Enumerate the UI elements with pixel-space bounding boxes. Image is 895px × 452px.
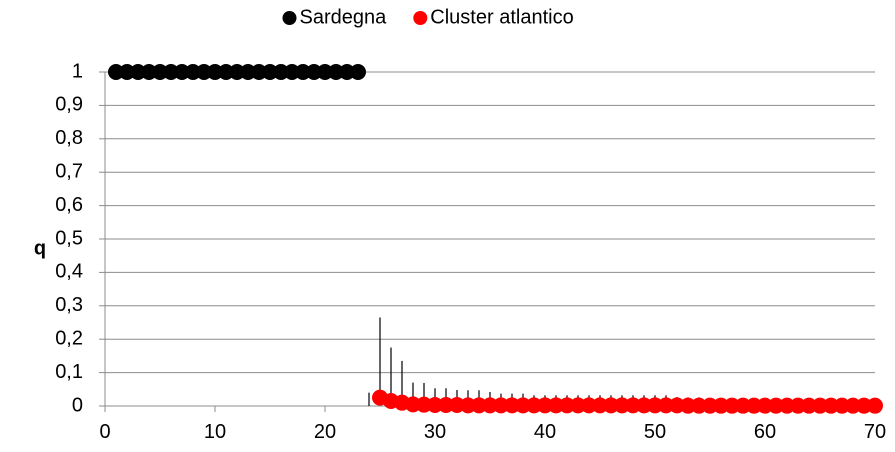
point-cluster-atlantico [581,397,597,414]
legend-label: Sardegna [300,6,388,28]
point-cluster-atlantico [504,397,520,414]
point-cluster-atlantico [427,396,443,413]
point-cluster-atlantico [790,397,806,414]
y-tick-label: 0,9 [55,94,83,116]
point-cluster-atlantico [724,397,740,414]
point-cluster-atlantico [592,397,608,414]
y-tick-label: 0,8 [55,127,83,149]
point-sardegna [174,64,190,80]
x-tick-label: 50 [644,421,666,443]
x-tick-label: 30 [424,421,446,443]
legend: Sardegna Cluster atlantico [282,6,574,28]
point-sardegna [119,64,135,80]
point-sardegna [196,64,212,80]
point-cluster-atlantico [647,397,663,414]
x-tick-label: 40 [534,421,556,443]
point-cluster-atlantico [834,397,850,414]
x-tick-label: 0 [99,421,110,443]
point-sardegna [163,64,179,80]
point-cluster-atlantico [845,397,861,414]
point-cluster-atlantico [691,397,707,414]
point-cluster-atlantico [801,397,817,414]
data-points [108,64,883,414]
y-tick-label: 0,1 [55,361,83,383]
point-cluster-atlantico [713,397,729,414]
y-tick-label: 0,4 [55,261,83,283]
point-cluster-atlantico [603,397,619,414]
point-cluster-atlantico [680,397,696,414]
point-cluster-atlantico [823,397,839,414]
point-sardegna [317,64,333,80]
x-tick-label: 70 [864,421,886,443]
y-axis-label: q [34,237,46,259]
point-sardegna [328,64,344,80]
point-cluster-atlantico [768,397,784,414]
point-sardegna [218,64,234,80]
point-cluster-atlantico [779,397,795,414]
point-sardegna [185,64,201,80]
point-cluster-atlantico [471,397,487,414]
point-cluster-atlantico [636,397,652,414]
legend-marker [413,11,428,25]
legend-label: Cluster atlantico [430,6,573,28]
point-cluster-atlantico [548,397,564,414]
point-sardegna [130,64,146,80]
point-cluster-atlantico [867,397,883,414]
point-cluster-atlantico [570,397,586,414]
point-cluster-atlantico [746,397,762,414]
point-sardegna [141,64,157,80]
point-sardegna [350,64,366,80]
point-cluster-atlantico [702,397,718,414]
y-tick-label: 1 [72,60,83,82]
point-sardegna [273,64,289,80]
axes [99,71,876,412]
point-cluster-atlantico [537,397,553,414]
point-cluster-atlantico [735,397,751,414]
x-tick-labels: 0 10 20 30 40 50 60 70 [99,421,886,443]
point-cluster-atlantico [438,396,454,413]
point-sardegna [240,64,256,80]
legend-marker [282,11,297,25]
point-cluster-atlantico [658,397,674,414]
point-sardegna [262,64,278,80]
point-cluster-atlantico [757,397,773,414]
y-tick-label: 0,5 [55,227,83,249]
point-cluster-atlantico [460,397,476,414]
point-cluster-atlantico [515,397,531,414]
point-cluster-atlantico [812,397,828,414]
point-sardegna [284,64,300,80]
y-tick-label: 0,6 [55,194,83,216]
point-sardegna [339,64,355,80]
y-tick-label: 0 [72,394,83,416]
point-cluster-atlantico [493,397,509,414]
error-bars [368,317,876,406]
y-tick-label: 0,3 [55,294,83,316]
point-sardegna [207,64,223,80]
point-cluster-atlantico [856,397,872,414]
point-sardegna [251,64,267,80]
point-sardegna [108,64,124,80]
point-sardegna [306,64,322,80]
x-tick-label: 60 [754,421,776,443]
x-tick-label: 20 [314,421,336,443]
grid-lines [105,71,875,374]
y-tick-label: 0,2 [55,327,83,349]
y-tick-labels: 0 0,1 0,2 0,3 0,4 0,5 0,6 0,7 0,8 0,9 1 [55,60,83,416]
point-cluster-atlantico [559,397,575,414]
x-tick-label: 10 [204,421,226,443]
point-cluster-atlantico [614,397,630,414]
point-sardegna [152,64,168,80]
point-sardegna [295,64,311,80]
point-cluster-atlantico [625,397,641,414]
point-cluster-atlantico [482,397,498,414]
point-sardegna [229,64,245,80]
point-cluster-atlantico [526,397,542,414]
y-tick-label: 0,7 [55,160,83,182]
